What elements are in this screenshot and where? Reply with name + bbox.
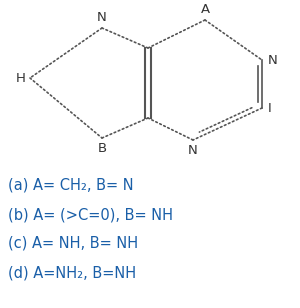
- Text: (b) A= (>C=0), B= NH: (b) A= (>C=0), B= NH: [8, 207, 173, 222]
- Text: N: N: [188, 144, 198, 157]
- Text: A: A: [200, 3, 210, 16]
- Text: (c) A= NH, B= NH: (c) A= NH, B= NH: [8, 236, 138, 251]
- Text: (a) A= CH₂, B= N: (a) A= CH₂, B= N: [8, 178, 134, 193]
- Text: N: N: [268, 54, 278, 67]
- Text: (d) A=NH₂, B=NH: (d) A=NH₂, B=NH: [8, 265, 136, 280]
- Text: B: B: [98, 142, 106, 155]
- Text: N: N: [97, 11, 107, 24]
- Text: H: H: [16, 71, 26, 84]
- Text: I: I: [268, 102, 272, 115]
